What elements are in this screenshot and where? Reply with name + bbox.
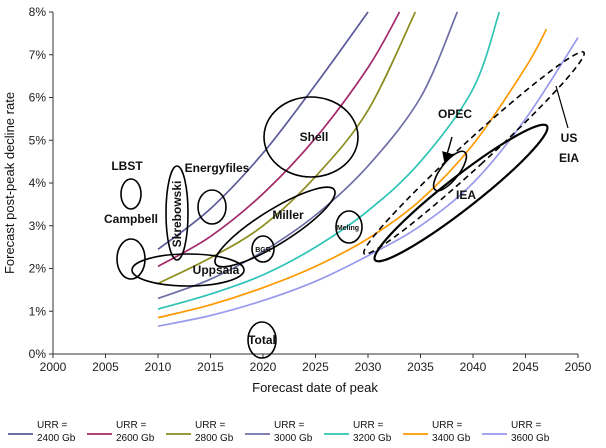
legend-label: URR = bbox=[353, 420, 383, 431]
y-ticks: 0% 1% 2% 3% 4% 5% 6% 7% 8% bbox=[29, 5, 53, 361]
legend-label: URR = bbox=[511, 420, 541, 431]
annotation-miller: Miller bbox=[272, 208, 304, 222]
x-tick-label: 2045 bbox=[512, 360, 539, 374]
x-tick-label: 2030 bbox=[355, 360, 382, 374]
bgr-ellipse bbox=[251, 235, 275, 263]
legend: URR = 2400 Gb URR = 2600 Gb URR = 2800 Gb URR … bbox=[8, 420, 550, 444]
x-tick-label: 2015 bbox=[197, 360, 224, 374]
legend-label: URR = bbox=[432, 420, 462, 431]
y-tick-label: 4% bbox=[29, 176, 47, 190]
shell-ellipse bbox=[263, 96, 359, 178]
legend-label: URR = bbox=[195, 420, 225, 431]
y-tick-label: 5% bbox=[29, 133, 47, 147]
x-tick-label: 2005 bbox=[92, 360, 119, 374]
annotation-total: Total bbox=[248, 333, 276, 347]
legend-label: 2600 Gb bbox=[116, 433, 155, 444]
y-tick-label: 8% bbox=[29, 5, 47, 19]
annotation-iea: IEA bbox=[456, 188, 476, 202]
x-ticks: 2000 2005 2010 2015 2020 2025 2030 2035 2040 2045… bbox=[40, 354, 592, 374]
annotation-energyfiles: Energyfiles bbox=[185, 161, 250, 175]
series-line-2400-gb bbox=[157, 11, 369, 250]
annotation-us: US bbox=[561, 131, 578, 145]
annotation-bgr: BGR bbox=[255, 247, 271, 254]
legend-label: URR = bbox=[37, 420, 67, 431]
meling-ellipse bbox=[335, 210, 363, 244]
total-ellipse bbox=[247, 321, 277, 359]
y-tick-label: 6% bbox=[29, 91, 47, 105]
x-tick-label: 2020 bbox=[250, 360, 277, 374]
series-line-2800-gb bbox=[157, 11, 417, 285]
skrebowski-ellipse bbox=[165, 165, 189, 261]
annotation-campbell: Campbell bbox=[104, 212, 158, 226]
series-line-3400-gb bbox=[157, 28, 548, 319]
legend-label: URR = bbox=[116, 420, 146, 431]
series-line-3000-gb bbox=[157, 11, 459, 300]
annotation-uppsala: Uppsala bbox=[193, 263, 240, 277]
annotation-opec: OPEC bbox=[438, 107, 472, 121]
energyfiles-ellipse bbox=[197, 189, 227, 225]
x-tick-label: 2000 bbox=[40, 360, 67, 374]
uppsala-ellipse bbox=[131, 253, 245, 287]
y-tick-label: 7% bbox=[29, 48, 47, 62]
annotation-eia: EIA bbox=[559, 151, 579, 165]
series-line-3200-gb bbox=[157, 11, 501, 310]
annotation-shell: Shell bbox=[300, 130, 329, 144]
legend-label: 3600 Gb bbox=[511, 433, 550, 444]
legend-label: 3200 Gb bbox=[353, 433, 392, 444]
y-tick-label: 3% bbox=[29, 219, 47, 233]
x-tick-label: 2050 bbox=[565, 360, 592, 374]
series-line-2600-gb bbox=[157, 11, 401, 268]
legend-label: 2400 Gb bbox=[37, 433, 76, 444]
iea-ellipse bbox=[373, 123, 549, 263]
campbell-ellipse bbox=[116, 238, 146, 280]
opec-pointer-arrow bbox=[442, 136, 453, 164]
legend-label: 3000 Gb bbox=[274, 433, 313, 444]
legend-label: URR = bbox=[274, 420, 304, 431]
us-eia-ellipse bbox=[362, 51, 586, 255]
legend-label: 2800 Gb bbox=[195, 433, 234, 444]
y-tick-label: 2% bbox=[29, 262, 47, 276]
miller-ellipse bbox=[214, 186, 336, 268]
annotation-skrebowski: Skrebowski bbox=[170, 181, 184, 248]
x-tick-label: 2040 bbox=[460, 360, 487, 374]
y-axis-title: Forecast post-peak decline rate bbox=[2, 92, 17, 274]
y-tick-label: 0% bbox=[29, 347, 47, 361]
annotation-labels: LBST Campbell Skrebowski Energyfiles She… bbox=[104, 107, 579, 347]
x-tick-label: 2025 bbox=[302, 360, 329, 374]
annotation-lbst: LBST bbox=[111, 159, 143, 173]
lbst-ellipse bbox=[120, 178, 142, 210]
annotation-shapes bbox=[116, 51, 586, 359]
x-axis-title: Forecast date of peak bbox=[252, 380, 378, 395]
y-tick-label: 1% bbox=[29, 304, 47, 318]
us-eia-pointer-line bbox=[555, 85, 569, 129]
legend-label: 3400 Gb bbox=[432, 433, 471, 444]
x-tick-label: 2035 bbox=[407, 360, 434, 374]
annotation-meling: Meling bbox=[337, 225, 359, 232]
x-tick-label: 2010 bbox=[145, 360, 172, 374]
